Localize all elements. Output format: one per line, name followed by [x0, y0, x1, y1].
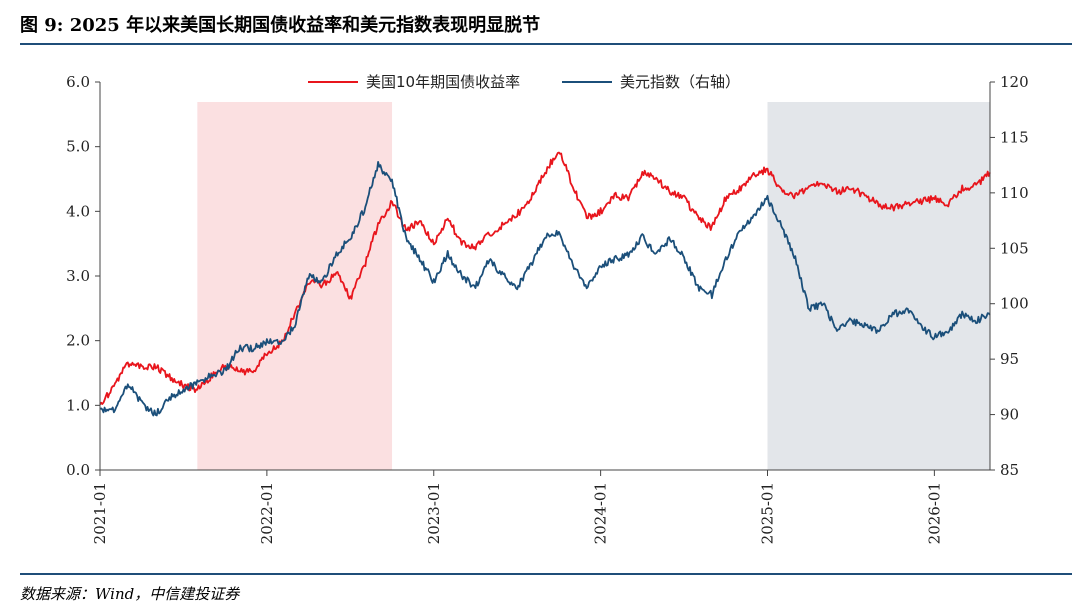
y-right-tick-label: 90	[1000, 406, 1019, 424]
x-tick-label: 2024-01	[592, 482, 610, 544]
line-chart: 0.0 1.0 2.0 3.0 4.0 5.0 6.0 85 90 95 100 105 110 115 1…	[66, 73, 1029, 544]
chart-legend: 美国10年期国债收益率 美元指数（右轴）	[308, 73, 740, 91]
series-line-1	[99, 151, 991, 406]
x-tick-label: 2025-01	[759, 482, 777, 544]
y-left-tick-label: 6.0	[66, 73, 90, 91]
shaded-periods	[197, 102, 990, 470]
x-tick-label: 2026-01	[925, 482, 943, 544]
y-left-tick-label: 5.0	[66, 138, 90, 156]
shaded-period-1	[197, 102, 393, 470]
legend-label-2: 美元指数（右轴）	[620, 73, 740, 91]
chart-axes: 0.0 1.0 2.0 3.0 4.0 5.0 6.0 85 90 95 100 105 110 115 1…	[66, 73, 1029, 544]
y-left-tick-label: 4.0	[66, 202, 90, 220]
legend-label-1: 美国10年期国债收益率	[366, 73, 520, 91]
title-rule	[20, 43, 1072, 45]
y-left-tick-label: 0.0	[66, 461, 90, 479]
y-right-tick-label: 85	[1000, 461, 1019, 479]
y-right-tick-label: 115	[1000, 128, 1029, 146]
y-right-tick-label: 100	[1000, 295, 1029, 313]
y-right-tick-label: 110	[1000, 184, 1029, 202]
x-tick-label: 2022-01	[258, 482, 276, 544]
y-left-tick-label: 1.0	[66, 396, 90, 414]
shaded-period-2	[767, 102, 990, 470]
y-right-tick-label: 105	[1000, 239, 1029, 257]
source-rule	[20, 573, 1072, 575]
x-tick-label: 2021-01	[91, 482, 109, 544]
source-note: 数据来源：Wind，中信建投证券	[20, 585, 240, 603]
y-right-tick-label: 95	[1000, 350, 1019, 368]
y-left-tick-label: 2.0	[66, 332, 90, 350]
y-left-tick-label: 3.0	[66, 267, 90, 285]
x-tick-label: 2023-01	[425, 482, 443, 544]
figure-title: 图 9: 2025 年以来美国长期国债收益率和美元指数表现明显脱节	[20, 15, 541, 36]
series-lines	[99, 151, 991, 417]
y-right-tick-label: 120	[1000, 73, 1029, 91]
series-line-2	[99, 160, 991, 417]
